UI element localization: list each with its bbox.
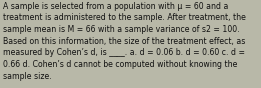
Text: A sample is selected from a population with μ = 60 and a
treatment is administer: A sample is selected from a population w… — [3, 2, 246, 81]
